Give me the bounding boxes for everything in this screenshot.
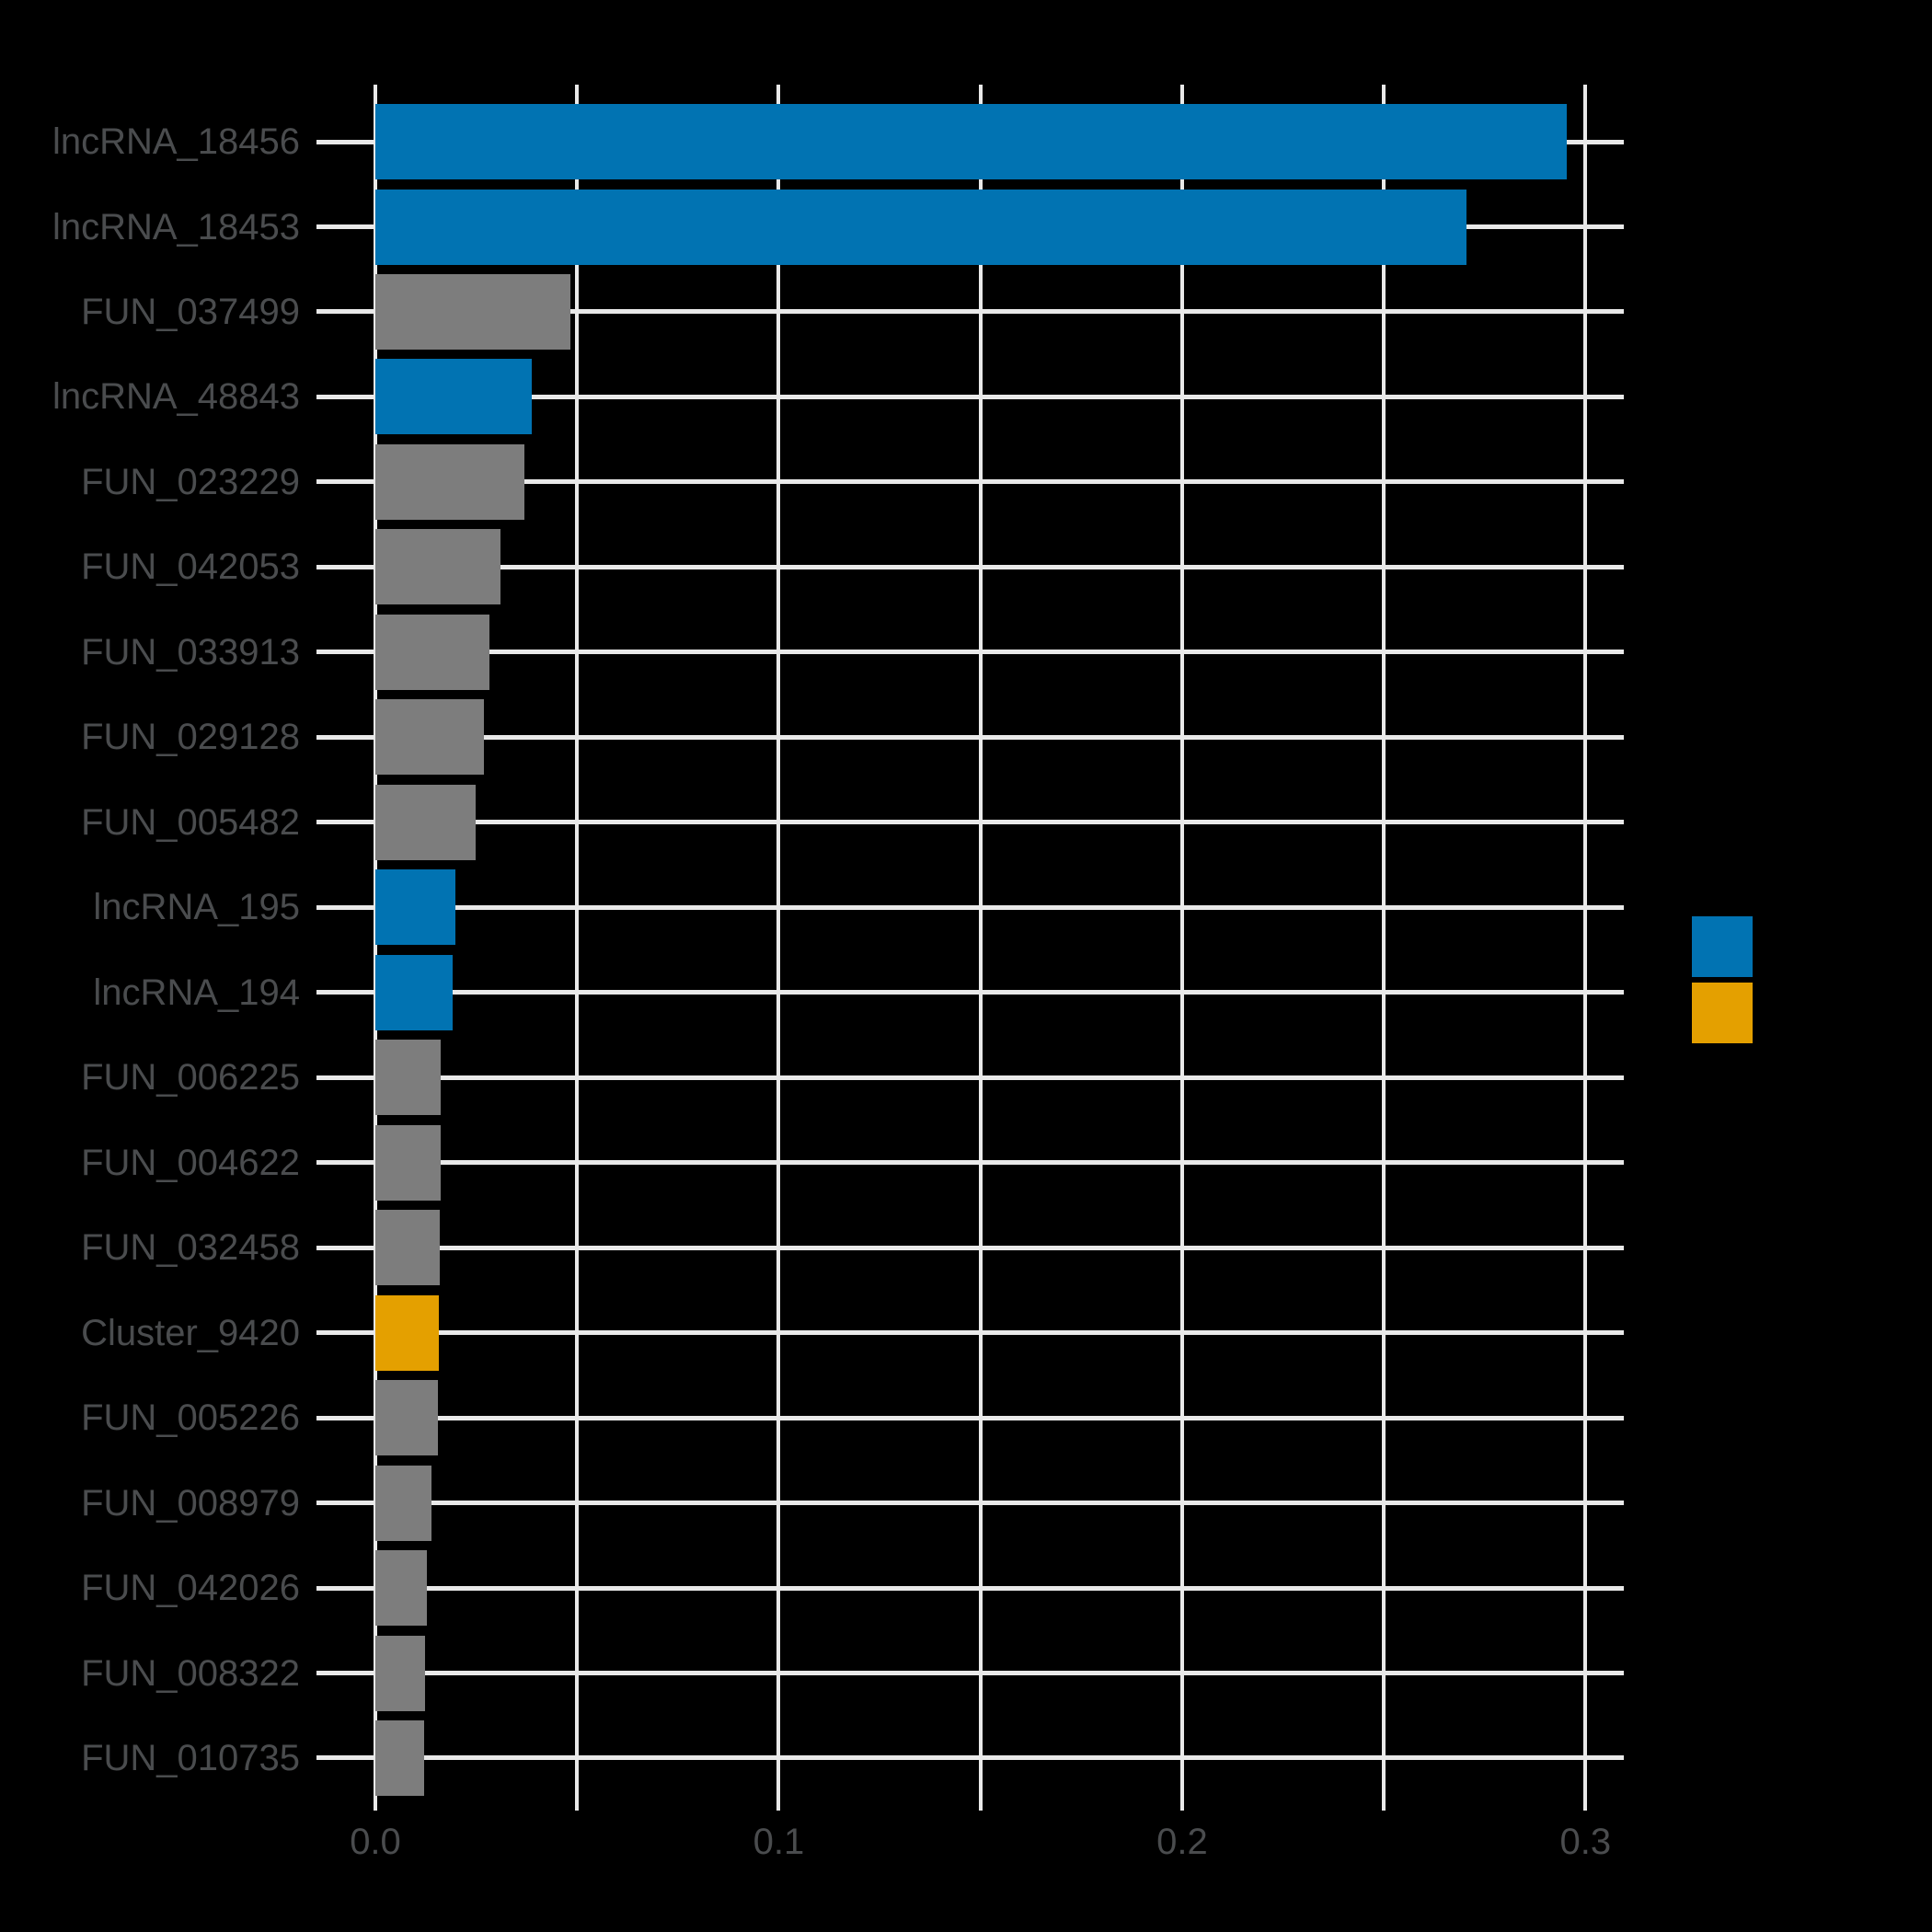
bar xyxy=(375,1550,428,1626)
y-gridline xyxy=(316,394,1624,399)
bar xyxy=(375,784,476,860)
plot-area xyxy=(316,85,1624,1811)
legend-swatch xyxy=(1692,983,1753,1043)
y-gridline xyxy=(316,1755,1624,1761)
y-axis-label: FUN_033913 xyxy=(81,631,300,673)
y-axis-label: FUN_042026 xyxy=(81,1568,300,1608)
y-gridline xyxy=(316,1245,1624,1250)
y-axis-label: FUN_005226 xyxy=(81,1397,300,1438)
y-gridline xyxy=(316,309,1624,315)
bar xyxy=(375,1040,441,1116)
y-axis-label: FUN_008322 xyxy=(81,1652,300,1694)
bar xyxy=(375,1124,441,1201)
x-gridline xyxy=(374,85,377,1811)
bar xyxy=(375,954,454,1030)
y-gridline xyxy=(316,820,1624,825)
y-axis-label: FUN_032458 xyxy=(81,1227,300,1269)
x-gridline xyxy=(1583,85,1588,1811)
y-axis-label: FUN_010735 xyxy=(81,1737,300,1778)
y-gridline xyxy=(316,1160,1624,1166)
bar xyxy=(375,443,524,520)
bar xyxy=(375,1380,438,1455)
y-gridline xyxy=(316,1585,1624,1591)
y-gridline xyxy=(316,904,1624,910)
bar xyxy=(375,189,1466,265)
bar xyxy=(375,104,1567,179)
y-axis-label: FUN_004622 xyxy=(81,1142,300,1183)
y-axis-label: FUN_037499 xyxy=(81,291,300,332)
x-gridline xyxy=(978,85,983,1811)
x-tick-label: 0.3 xyxy=(1559,1822,1612,1862)
y-axis-label: FUN_006225 xyxy=(81,1057,300,1098)
bar xyxy=(375,1465,432,1541)
bar xyxy=(375,1294,439,1371)
bar xyxy=(375,273,571,350)
x-tick-label: 0.0 xyxy=(350,1822,401,1862)
y-axis-label: FUN_029128 xyxy=(81,717,300,758)
bar xyxy=(375,359,532,435)
y-axis-label: FUN_042053 xyxy=(81,546,300,588)
y-gridline xyxy=(316,990,1624,995)
y-axis-label: Cluster_9420 xyxy=(81,1312,300,1353)
y-gridline xyxy=(316,1415,1624,1420)
legend-swatch xyxy=(1692,916,1753,977)
bar xyxy=(375,529,501,605)
y-gridline xyxy=(316,734,1624,740)
x-gridline xyxy=(1179,85,1184,1811)
bar xyxy=(375,1719,424,1796)
y-axis-label: lncRNA_195 xyxy=(93,887,300,928)
y-gridline xyxy=(316,1330,1624,1336)
x-gridline xyxy=(776,85,781,1811)
bar xyxy=(375,1635,425,1711)
x-gridline xyxy=(1382,85,1386,1811)
y-axis-label: lncRNA_194 xyxy=(93,972,300,1013)
y-axis-label: FUN_008979 xyxy=(81,1482,300,1524)
y-axis-label: FUN_023229 xyxy=(81,461,300,502)
y-gridline xyxy=(316,1671,1624,1675)
y-axis-label: lncRNA_18453 xyxy=(52,206,300,247)
y-gridline xyxy=(316,564,1624,569)
x-tick-label: 0.2 xyxy=(1156,1822,1208,1862)
bar xyxy=(375,869,455,946)
y-gridline xyxy=(316,1075,1624,1080)
y-axis-label: lncRNA_48843 xyxy=(52,376,300,418)
y-gridline xyxy=(316,479,1624,485)
y-gridline xyxy=(316,1501,1624,1505)
y-axis-label: lncRNA_18456 xyxy=(52,121,300,162)
x-gridline xyxy=(575,85,580,1811)
bar xyxy=(375,1210,441,1286)
y-axis-label: FUN_005482 xyxy=(81,801,300,843)
x-tick-label: 0.1 xyxy=(753,1822,805,1862)
y-gridline xyxy=(316,650,1624,655)
bar xyxy=(375,699,484,776)
bar xyxy=(375,614,489,690)
